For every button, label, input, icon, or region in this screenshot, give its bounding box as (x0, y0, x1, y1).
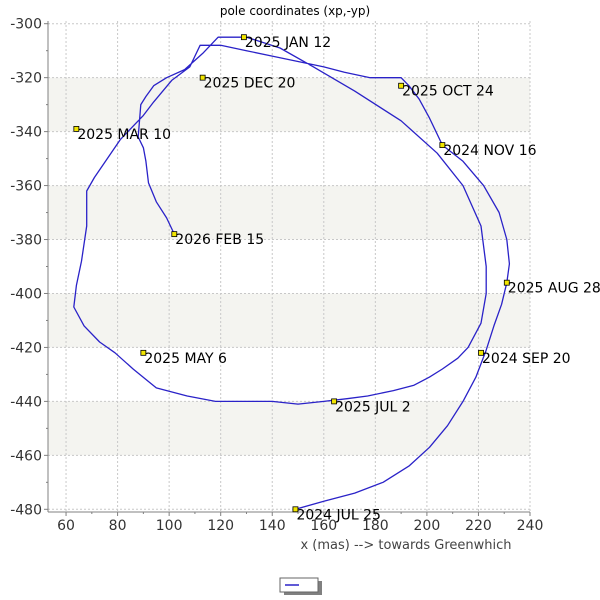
grid-lines (48, 21, 531, 512)
y-tick-label: -360 (10, 179, 42, 195)
legend (279, 577, 322, 595)
x-tick-label: 240 (517, 518, 544, 534)
x-tick-label: 180 (362, 518, 389, 534)
y-tick-label: -320 (10, 71, 42, 87)
axes: -300 -320 -340 -360 -380 -400 -420 -440 -460 -480… (10, 17, 543, 534)
date-marker (240, 34, 247, 41)
background-band (48, 185, 530, 240)
y-tick-label: -340 (10, 125, 42, 141)
x-tick-label: 60 (57, 518, 75, 534)
background-band (48, 293, 530, 348)
date-label: 2025 AUG 28 (508, 281, 600, 297)
y-tick-label: -400 (10, 286, 42, 302)
series-layer (73, 36, 511, 510)
y-tick-label: -480 (10, 502, 42, 518)
date-marker (478, 349, 484, 356)
date-label: 2025 JUL 2 (335, 399, 411, 415)
date-marker (73, 126, 80, 132)
background-band (48, 401, 530, 456)
x-tick-label: 140 (259, 518, 286, 534)
date-label: 2025 DEC 20 (204, 76, 296, 92)
x-tick-label: 80 (109, 518, 127, 534)
y-tick-label: -300 (10, 17, 42, 33)
x-tick-label: 100 (156, 518, 183, 534)
date-label: 2025 OCT 24 (402, 84, 494, 100)
chart-title: pole coordinates (xp,-yp) (220, 4, 370, 18)
date-label: 2025 MAR 10 (77, 127, 171, 143)
date-marker (331, 398, 338, 405)
x-axis-label: x (mas) --> towards Greenwhich (300, 538, 511, 553)
y-tick-label: -440 (10, 394, 42, 410)
y-tick-label: -420 (10, 340, 42, 356)
date-marker (503, 279, 510, 286)
date-marker (140, 349, 147, 356)
date-label: 2026 FEB 15 (175, 232, 264, 248)
date-label: 2025 MAY 6 (144, 351, 227, 367)
x-tick-label: 120 (207, 518, 234, 534)
background-band (48, 347, 530, 402)
pole-path-line (73, 36, 511, 510)
date-marker (292, 506, 299, 513)
y-tick-label: -380 (10, 233, 42, 249)
background-band (48, 131, 530, 186)
y-tick-label: -460 (10, 448, 42, 464)
x-tick-label: 220 (465, 518, 492, 534)
date-marker (199, 74, 206, 81)
background-band (48, 77, 530, 132)
date-marker (398, 82, 405, 89)
date-marker (171, 231, 178, 238)
date-marker (439, 142, 446, 148)
date-label: 2024 JUL 25 (296, 507, 381, 523)
date-label: 2025 JAN 12 (245, 35, 331, 51)
x-tick-label: 200 (414, 518, 441, 534)
x-tick-label: 160 (310, 518, 337, 534)
date-label: 2024 SEP 20 (482, 351, 571, 367)
background-band (48, 239, 530, 294)
background-band (48, 23, 530, 78)
background-bands (48, 21, 530, 512)
date-label: 2024 NOV 16 (443, 143, 536, 159)
labeled-points: 2024 JUL 25 2024 SEP 20 2025 AUG 28 2024 NO… (73, 34, 600, 523)
background-band (48, 455, 530, 510)
